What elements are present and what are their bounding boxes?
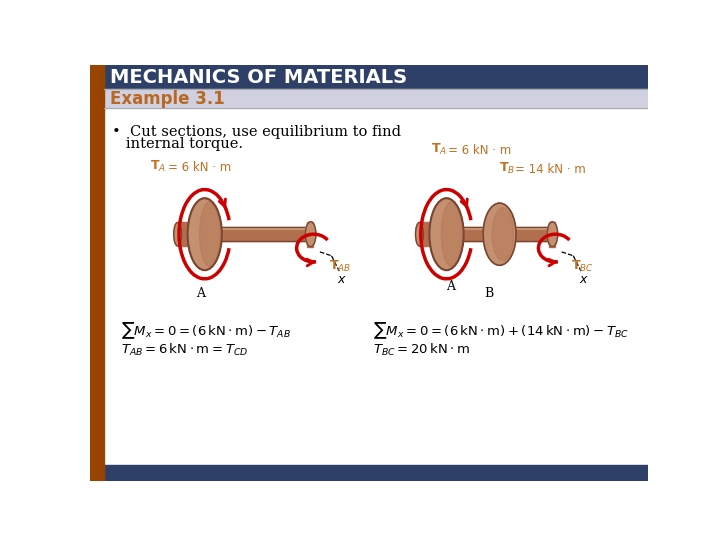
Text: A: A xyxy=(197,287,205,300)
Bar xyxy=(420,222,429,246)
Bar xyxy=(178,222,188,246)
Ellipse shape xyxy=(492,208,513,261)
Ellipse shape xyxy=(547,222,558,247)
Text: $\mathbf{T}_{AB}$: $\mathbf{T}_{AB}$ xyxy=(329,259,351,274)
Bar xyxy=(90,65,104,481)
Text: A: A xyxy=(446,280,455,293)
Ellipse shape xyxy=(415,222,423,246)
Text: B: B xyxy=(485,287,494,300)
Text: $T_{AB} = 6\,\mathrm{kN \cdot m} = T_{CD}$: $T_{AB} = 6\,\mathrm{kN \cdot m} = T_{CD… xyxy=(121,342,248,357)
Text: = 14 kN · m: = 14 kN · m xyxy=(515,164,585,177)
Bar xyxy=(104,108,648,465)
Text: $\mathbf{T}_A$: $\mathbf{T}_A$ xyxy=(431,142,447,157)
Text: •  Cut sections, use equilibrium to find: • Cut sections, use equilibrium to find xyxy=(112,125,401,139)
Text: $x$: $x$ xyxy=(337,273,347,286)
Ellipse shape xyxy=(483,203,516,265)
Bar xyxy=(104,465,648,481)
Text: $\sum M_x = 0 = (6\,\mathrm{kN \cdot m}) + (14\,\mathrm{kN \cdot m}) - T_{BC}$: $\sum M_x = 0 = (6\,\mathrm{kN \cdot m})… xyxy=(373,320,629,341)
Bar xyxy=(104,90,648,108)
Text: $\mathbf{T}_A$: $\mathbf{T}_A$ xyxy=(150,159,166,174)
Text: internal torque.: internal torque. xyxy=(112,137,243,151)
Ellipse shape xyxy=(199,202,220,267)
Ellipse shape xyxy=(305,222,316,247)
Bar xyxy=(549,222,554,247)
Ellipse shape xyxy=(429,198,464,270)
Text: = 6 kN · m: = 6 kN · m xyxy=(168,161,230,174)
Bar xyxy=(222,227,307,241)
Ellipse shape xyxy=(441,202,462,267)
Text: MECHANICS OF MATERIALS: MECHANICS OF MATERIALS xyxy=(110,68,408,86)
Bar xyxy=(104,65,648,90)
Text: Example 3.1: Example 3.1 xyxy=(110,90,225,107)
Text: $\sum M_x = 0 = (6\,\mathrm{kN \cdot m}) - T_{AB}$: $\sum M_x = 0 = (6\,\mathrm{kN \cdot m})… xyxy=(121,320,291,341)
Bar xyxy=(464,227,549,241)
Ellipse shape xyxy=(188,198,222,270)
Text: $T_{BC} = 20\,\mathrm{kN \cdot m}$: $T_{BC} = 20\,\mathrm{kN \cdot m}$ xyxy=(373,342,470,357)
Text: $\mathbf{T}_B$: $\mathbf{T}_B$ xyxy=(499,161,516,177)
Text: $x$: $x$ xyxy=(579,273,588,286)
Text: = 6 kN · m: = 6 kN · m xyxy=(448,144,511,157)
Text: $\mathbf{T}_{BC}$: $\mathbf{T}_{BC}$ xyxy=(571,259,594,274)
Ellipse shape xyxy=(174,222,181,246)
Bar xyxy=(307,222,312,247)
